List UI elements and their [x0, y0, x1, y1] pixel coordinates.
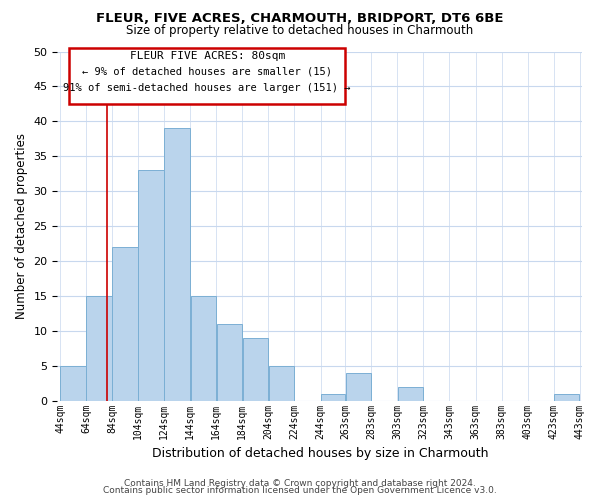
- Bar: [398, 386, 423, 400]
- Bar: [554, 394, 580, 400]
- Text: 91% of semi-detached houses are larger (151) →: 91% of semi-detached houses are larger (…: [64, 83, 351, 93]
- Text: ← 9% of detached houses are smaller (15): ← 9% of detached houses are smaller (15): [82, 66, 332, 76]
- Bar: [69, 48, 345, 104]
- Bar: [321, 394, 345, 400]
- Text: Contains HM Land Registry data © Crown copyright and database right 2024.: Contains HM Land Registry data © Crown c…: [124, 478, 476, 488]
- Bar: [346, 372, 371, 400]
- Bar: [112, 247, 138, 400]
- Y-axis label: Number of detached properties: Number of detached properties: [15, 133, 28, 319]
- Bar: [217, 324, 242, 400]
- Text: FLEUR, FIVE ACRES, CHARMOUTH, BRIDPORT, DT6 6BE: FLEUR, FIVE ACRES, CHARMOUTH, BRIDPORT, …: [96, 12, 504, 26]
- Text: Contains public sector information licensed under the Open Government Licence v3: Contains public sector information licen…: [103, 486, 497, 495]
- Bar: [60, 366, 86, 400]
- Text: Size of property relative to detached houses in Charmouth: Size of property relative to detached ho…: [127, 24, 473, 37]
- Text: FLEUR FIVE ACRES: 80sqm: FLEUR FIVE ACRES: 80sqm: [130, 52, 285, 62]
- Bar: [242, 338, 268, 400]
- Bar: [86, 296, 112, 401]
- Bar: [139, 170, 164, 400]
- Bar: [164, 128, 190, 400]
- X-axis label: Distribution of detached houses by size in Charmouth: Distribution of detached houses by size …: [152, 447, 488, 460]
- Bar: [269, 366, 294, 400]
- Bar: [191, 296, 216, 401]
